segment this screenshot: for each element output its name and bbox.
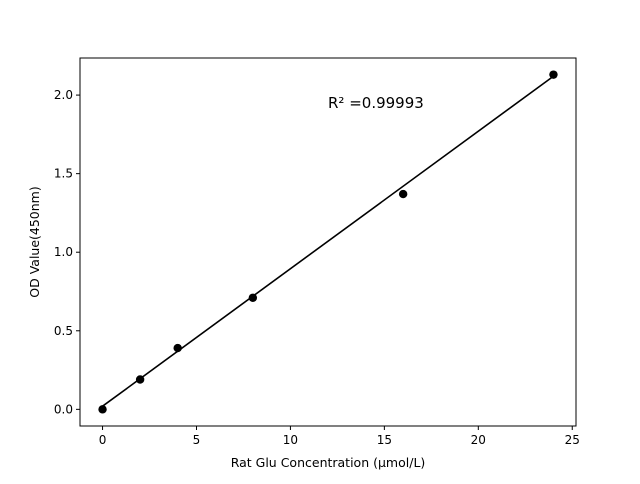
data-point bbox=[173, 343, 182, 353]
x-tick-label: 20 bbox=[471, 433, 486, 447]
plot-frame bbox=[79, 57, 577, 427]
y-tick-label: 0.0 bbox=[54, 402, 73, 416]
x-tick-label: 0 bbox=[99, 433, 107, 447]
data-point bbox=[98, 405, 107, 414]
y-tick-label: 0.5 bbox=[54, 324, 73, 338]
y-tick-label: 1.5 bbox=[54, 167, 73, 181]
x-axis-ticks: 0 5 10 15 20 25 bbox=[99, 426, 580, 447]
x-tick-label: 25 bbox=[565, 433, 580, 447]
data-point bbox=[549, 70, 558, 79]
y-axis-label: OD Value(450nm) bbox=[27, 186, 42, 297]
y-tick-label: 2.0 bbox=[54, 88, 73, 102]
y-axis-ticks: 0.0 0.5 1.0 1.5 2.0 bbox=[54, 88, 80, 416]
data-point bbox=[398, 189, 408, 199]
x-tick-label: 15 bbox=[377, 433, 392, 447]
x-tick-label: 10 bbox=[283, 433, 298, 447]
data-point bbox=[135, 375, 145, 384]
y-tick-label: 1.0 bbox=[54, 245, 73, 259]
x-tick-label: 5 bbox=[193, 433, 201, 447]
r-squared-annotation: R² =0.99993 bbox=[328, 94, 424, 112]
data-points-layer bbox=[98, 70, 558, 414]
x-axis-label: Rat Glu Concentration (μmol/L) bbox=[231, 455, 426, 470]
data-point bbox=[248, 293, 258, 302]
